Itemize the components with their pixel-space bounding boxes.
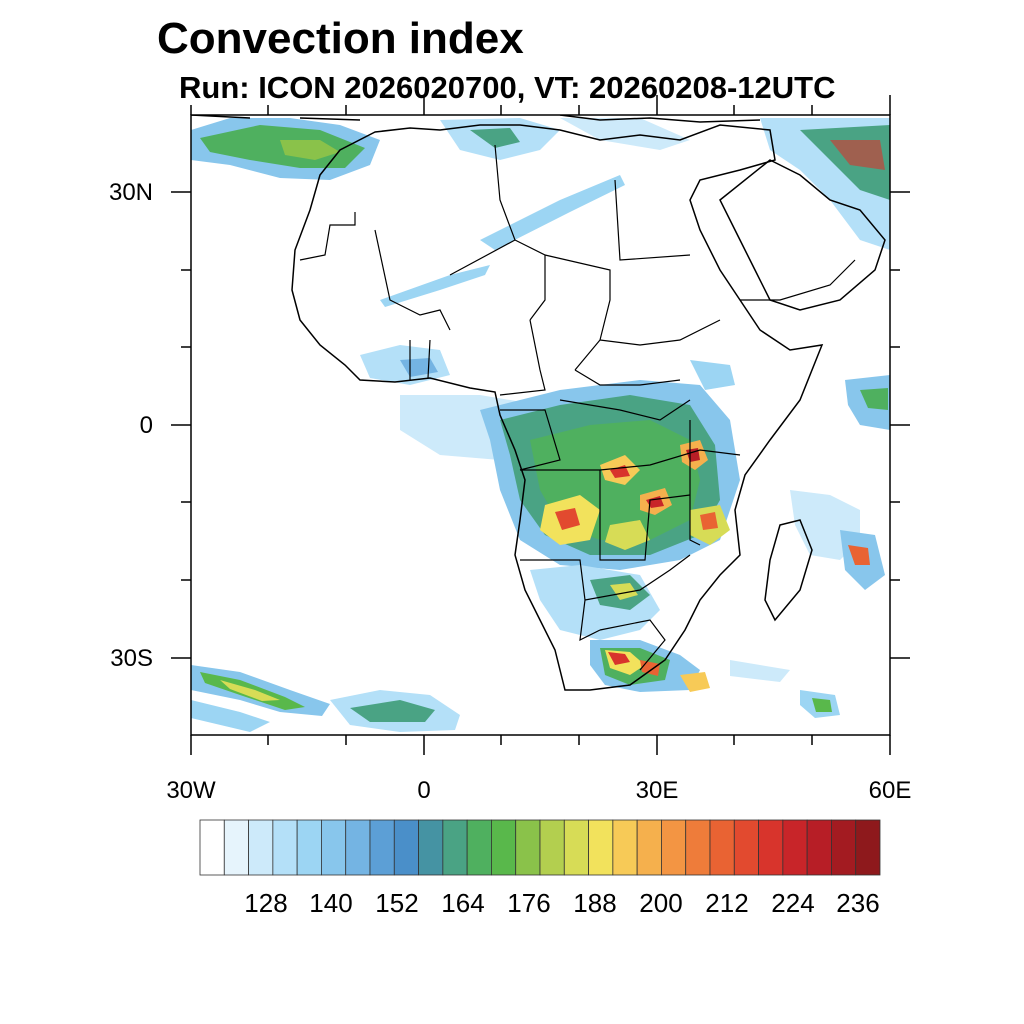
- colorbar-swatch: [806, 819, 832, 876]
- country-borders: [299, 144, 856, 671]
- colorbar-swatch: [588, 819, 614, 876]
- colorbar-swatch: [393, 819, 419, 876]
- colorbar-label: 128: [244, 888, 287, 918]
- colorbar: [199, 819, 881, 876]
- coastlines: [191, 115, 886, 691]
- y-tick-label-0: 0: [140, 412, 153, 439]
- colorbar-label: 236: [836, 888, 879, 918]
- chart-subtitle: Run: ICON 2026020700, VT: 20260208-12UTC: [179, 70, 836, 105]
- colorbar-swatch: [782, 819, 808, 876]
- colorbar-swatch: [272, 819, 298, 876]
- colorbar-labels: 128 140 152 164 176 188 200 212 224 236: [244, 888, 879, 918]
- colorbar-swatch: [199, 819, 225, 876]
- colorbar-label: 200: [639, 888, 682, 918]
- convection-field: [191, 118, 890, 732]
- colorbar-swatch: [831, 819, 857, 876]
- colorbar-label: 188: [573, 888, 616, 918]
- y-tick-label-30n: 30N: [109, 179, 153, 206]
- colorbar-swatch: [515, 819, 541, 876]
- colorbar-swatch: [636, 819, 662, 876]
- colorbar-swatch: [442, 819, 468, 876]
- colorbar-swatch: [685, 819, 711, 876]
- colorbar-swatch: [223, 819, 249, 876]
- x-tick-label-0: 0: [417, 777, 430, 804]
- colorbar-label: 176: [507, 888, 550, 918]
- colorbar-swatch: [296, 819, 322, 876]
- colorbar-swatch: [563, 819, 589, 876]
- colorbar-swatch: [539, 819, 565, 876]
- tick-marks: [171, 95, 910, 755]
- chart-title: Convection index: [157, 14, 524, 63]
- colorbar-swatch: [709, 819, 735, 876]
- colorbar-swatch: [855, 819, 881, 876]
- colorbar-label: 212: [705, 888, 748, 918]
- x-tick-label-30e: 30E: [636, 777, 679, 804]
- x-tick-label-60e: 60E: [869, 777, 912, 804]
- colorbar-swatch: [661, 819, 687, 876]
- colorbar-swatch: [418, 819, 444, 876]
- colorbar-label: 152: [375, 888, 418, 918]
- colorbar-label: 140: [309, 888, 352, 918]
- colorbar-swatch: [369, 819, 395, 876]
- colorbar-label: 224: [771, 888, 814, 918]
- colorbar-swatch: [612, 819, 638, 876]
- colorbar-swatch: [321, 819, 347, 876]
- x-tick-label-30w: 30W: [166, 777, 216, 804]
- colorbar-swatch: [491, 819, 517, 876]
- colorbar-swatch: [248, 819, 274, 876]
- colorbar-swatch: [733, 819, 759, 876]
- y-tick-label-30s: 30S: [110, 645, 153, 672]
- colorbar-swatch: [758, 819, 784, 876]
- colorbar-swatch: [466, 819, 492, 876]
- colorbar-label: 164: [441, 888, 484, 918]
- colorbar-swatch: [345, 819, 371, 876]
